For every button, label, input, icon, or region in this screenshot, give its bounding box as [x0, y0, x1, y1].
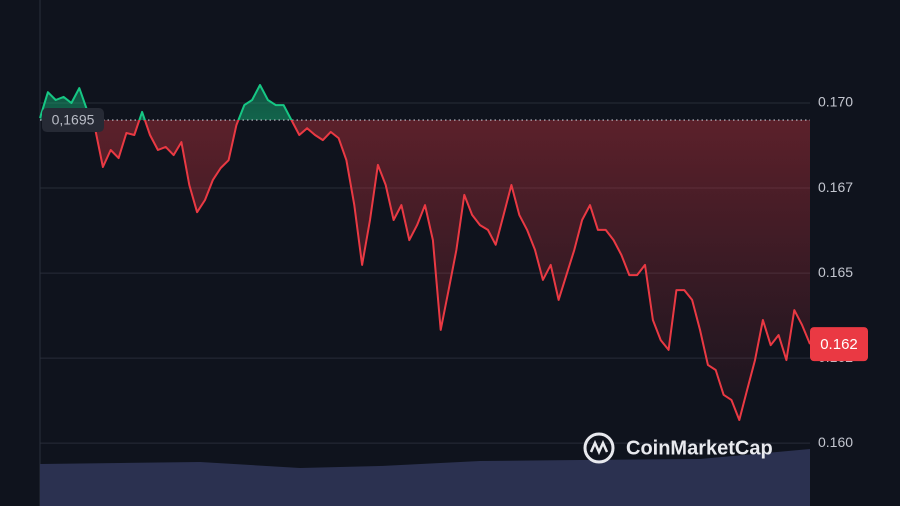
plot: 0,1695 0.162: [39, 84, 868, 421]
baseline-label-box: [42, 108, 104, 133]
volume-area: [40, 449, 810, 506]
watermark: CoinMarketCap: [583, 432, 773, 464]
y-tick-label: 0.165: [818, 264, 853, 280]
watermark-logo: [583, 432, 615, 464]
watermark-logo-mark: [589, 439, 609, 456]
current-price-label: 0.162: [820, 336, 858, 353]
watermark-text: CoinMarketCap: [626, 437, 773, 459]
y-tick-label: 0.170: [818, 94, 853, 110]
baseline-label: 0,1695: [52, 112, 95, 128]
y-tick-label: 0.167: [818, 179, 853, 195]
price-area: [40, 85, 810, 420]
current-price-box: [810, 327, 868, 362]
y-tick-label: 0.160: [818, 434, 853, 450]
price-line: [39, 84, 811, 421]
